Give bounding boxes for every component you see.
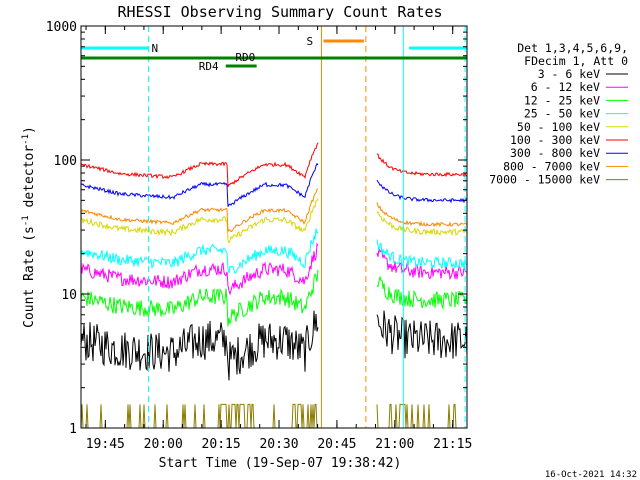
y-tick-label: 1000 — [46, 20, 77, 35]
x-tick-label: 21:00 — [375, 437, 414, 452]
y-tick-label: 10 — [61, 288, 77, 303]
x-axis-label: Start Time (19-Sep-07 19:38:42) — [159, 456, 402, 471]
legend-header-line: FDecim 1, Att 0 — [524, 54, 628, 68]
chart-title: RHESSI Observing Summary Count Rates — [117, 3, 442, 21]
y-axis-label: Count Rate (s-1 detector-1) — [21, 126, 37, 328]
x-tick-label: 20:00 — [144, 437, 183, 452]
legend-entry-label: 100 - 300 keV — [510, 133, 600, 147]
series-line — [80, 198, 468, 244]
y-axis-label-part2: detector — [22, 145, 37, 216]
y-tick-label: 100 — [54, 154, 77, 169]
series-line — [80, 269, 468, 327]
y-axis-label-exponent-2: -1 — [21, 134, 31, 145]
series-line — [80, 162, 468, 207]
footer-date: 16-Oct-2021 14:32 — [545, 470, 637, 480]
saa-flag-label: S — [306, 35, 313, 48]
legend: Det 1,3,4,5,6,9,FDecim 1, Att 03 - 6 keV… — [489, 41, 628, 187]
y-axis-label-part3: ) — [22, 126, 37, 134]
series-line — [80, 188, 468, 233]
legend-entry-label: 50 - 100 keV — [517, 120, 600, 134]
series-line — [80, 242, 468, 296]
legend-entry-label: 7000 - 15000 keV — [489, 173, 600, 187]
series-line — [80, 228, 468, 275]
y-tick-label: 1 — [69, 422, 77, 437]
legend-entry-label: 12 - 25 keV — [524, 93, 600, 107]
axis-ticks: 19:45 20:00 20:15 20:30 20:45 21:00 21:15 1 10 10… — [46, 20, 473, 452]
x-tick-label: 21:15 — [433, 437, 472, 452]
legend-entry-label: 300 - 800 keV — [510, 146, 600, 160]
legend-entry-label: 25 - 50 keV — [524, 107, 600, 121]
x-tick-label: 20:45 — [317, 437, 356, 452]
series-line — [80, 310, 468, 381]
y-axis-label-part1: Count Rate (s — [22, 226, 37, 328]
x-tick-label: 19:45 — [86, 437, 125, 452]
y-axis-label-exponent-1: -1 — [21, 215, 31, 226]
x-tick-label: 20:15 — [202, 437, 241, 452]
night-flag-label: N — [152, 42, 159, 55]
legend-entry-label: 3 - 6 keV — [538, 67, 600, 81]
rd4-flag-label: RD4 — [199, 60, 219, 73]
legend-header-line: Det 1,3,4,5,6,9, — [517, 41, 628, 55]
plot-frame — [80, 25, 468, 429]
series-line — [80, 142, 468, 187]
legend-entry-label: 800 - 7000 keV — [503, 159, 600, 173]
legend-entry-label: 6 - 12 keV — [531, 80, 600, 94]
rd0-flag-label: RD0 — [235, 51, 255, 64]
x-tick-label: 20:30 — [259, 437, 298, 452]
